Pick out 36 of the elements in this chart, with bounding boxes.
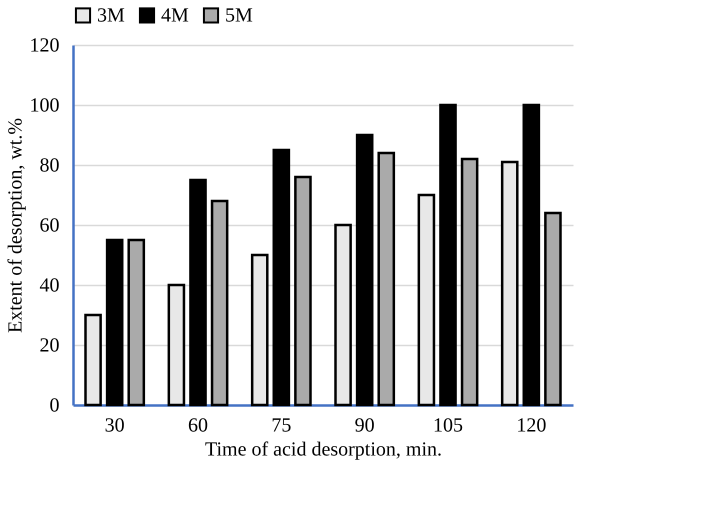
bar (84, 314, 102, 406)
x-tick-label: 30 (104, 414, 125, 436)
x-tick-label: 120 (516, 414, 546, 436)
bar (544, 212, 562, 406)
x-axis-title: Time of acid desorption, min. (204, 438, 442, 460)
y-tick-label: 0 (50, 394, 60, 416)
bar (210, 200, 228, 406)
bar (460, 158, 478, 406)
bar (294, 176, 312, 406)
y-tick-label: 80 (40, 154, 60, 176)
bar (250, 254, 269, 406)
y-tick-label: 40 (40, 274, 60, 296)
y-axis-title: Extent of desorption, wt.% (4, 118, 26, 333)
bar (522, 104, 540, 406)
y-tick-label: 20 (40, 334, 60, 356)
y-tick-label: 120 (30, 34, 60, 56)
y-tick-label: 100 (30, 94, 60, 116)
legend-label: 5M (225, 4, 253, 26)
x-tick-label: 105 (433, 414, 463, 436)
bar (334, 224, 352, 406)
bar (168, 284, 186, 406)
bar (418, 194, 436, 406)
y-tick-label: 60 (40, 214, 60, 236)
legend-label: 3M (97, 4, 125, 26)
bar (106, 238, 124, 406)
x-tick-label: 90 (354, 414, 375, 436)
bar (272, 148, 290, 406)
legend-label: 4M (161, 4, 189, 26)
bar (189, 178, 207, 406)
bar (439, 104, 457, 406)
bar (500, 160, 519, 406)
bar (127, 238, 146, 406)
x-tick-label: 60 (188, 414, 208, 436)
bar (377, 152, 396, 406)
x-tick-label: 75 (271, 414, 292, 436)
bar (356, 134, 374, 406)
